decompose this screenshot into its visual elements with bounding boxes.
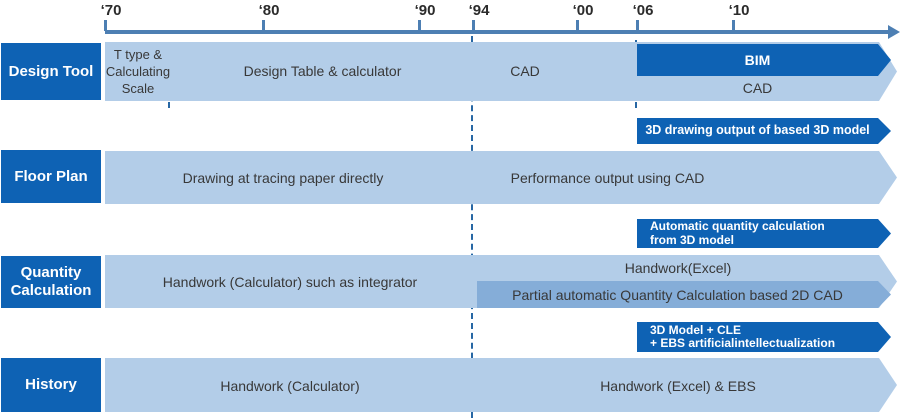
axis-tick-label: ‘10 bbox=[728, 2, 750, 19]
axis-tick-label: ‘00 bbox=[572, 2, 594, 19]
segment-handwork-excel: Handwork(Excel) bbox=[624, 260, 732, 276]
model-cle-label: 3D Model + CLE + EBS artificialintellect… bbox=[650, 322, 836, 350]
row-label-text: Quantity Calculation bbox=[10, 264, 92, 299]
row-label-design-tool: Design Tool bbox=[1, 43, 101, 100]
axis-tick-80 bbox=[262, 20, 265, 31]
row-label-history: History bbox=[1, 358, 101, 412]
axis-arrow-icon bbox=[888, 25, 900, 39]
segment-history-handwork-calc: Handwork (Calculator) bbox=[220, 378, 360, 394]
segment-t-type-scale: T type & Calculating Scale bbox=[105, 47, 171, 96]
axis-tick-90 bbox=[418, 20, 421, 31]
axis-tick-06 bbox=[636, 20, 639, 31]
auto-quantity-label: Automatic quantity calculation from 3D m… bbox=[650, 219, 825, 247]
axis-tick-00 bbox=[576, 20, 579, 31]
axis-tick-70 bbox=[104, 20, 107, 31]
partial-auto-arrow: Partial automatic Quantity Calculation b… bbox=[477, 281, 891, 308]
row-label-text: Floor Plan bbox=[14, 167, 88, 185]
drawing-output-arrow: 3D drawing output of based 3D model bbox=[637, 118, 891, 144]
bim-arrow: BIM bbox=[637, 44, 891, 76]
segment-design-table: Design Table & calculator bbox=[243, 63, 402, 79]
segment-history-excel-ebs: Handwork (Excel) & EBS bbox=[600, 378, 756, 394]
row-label-text: Design Tool bbox=[8, 62, 94, 80]
timeline-axis bbox=[105, 30, 891, 34]
axis-tick-10 bbox=[732, 20, 735, 31]
segment-cad-late: CAD bbox=[742, 80, 773, 96]
floor-plan-band bbox=[105, 151, 897, 204]
axis-tick-label: ‘06 bbox=[632, 2, 654, 19]
segment-handwork-integrator: Handwork (Calculator) such as integrator bbox=[162, 274, 418, 290]
row-label-text: History bbox=[25, 376, 77, 393]
divider-1994-line bbox=[471, 36, 473, 418]
axis-tick-label: ‘94 bbox=[468, 2, 490, 19]
drawing-output-label: 3D drawing output of based 3D model bbox=[645, 123, 870, 138]
partial-auto-label: Partial automatic Quantity Calculation b… bbox=[512, 286, 843, 303]
model-cle-arrow: 3D Model + CLE + EBS artificialintellect… bbox=[637, 322, 891, 352]
axis-tick-label: ‘90 bbox=[414, 2, 436, 19]
segment-performance-cad: Performance output using CAD bbox=[510, 170, 705, 186]
segment-tracing-paper: Drawing at tracing paper directly bbox=[182, 170, 384, 186]
segment-cad-early: CAD bbox=[510, 63, 540, 79]
row-label-quantity: Quantity Calculation bbox=[1, 256, 101, 308]
axis-tick-label: ‘70 bbox=[100, 2, 122, 19]
auto-quantity-arrow: Automatic quantity calculation from 3D m… bbox=[637, 219, 891, 248]
bim-label: BIM bbox=[744, 52, 771, 68]
axis-tick-94 bbox=[472, 20, 475, 31]
axis-tick-label: ‘80 bbox=[258, 2, 280, 19]
row-label-floor-plan: Floor Plan bbox=[1, 150, 101, 203]
history-band bbox=[105, 358, 897, 412]
